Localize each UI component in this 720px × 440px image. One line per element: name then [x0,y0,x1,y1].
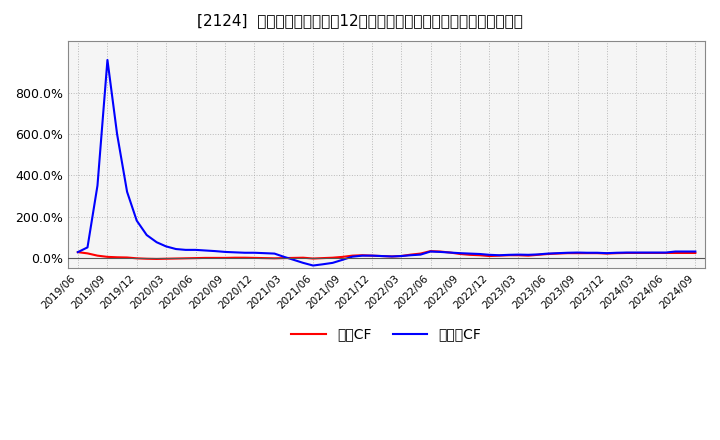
Line: フリーCF: フリーCF [78,60,696,265]
Line: 営業CF: 営業CF [78,251,696,259]
Legend: 営業CF, フリーCF: 営業CF, フリーCF [286,322,487,347]
Text: [2124]  キャッシュフローの12か月移動合計の対前年同期増減率の推移: [2124] キャッシュフローの12か月移動合計の対前年同期増減率の推移 [197,13,523,28]
